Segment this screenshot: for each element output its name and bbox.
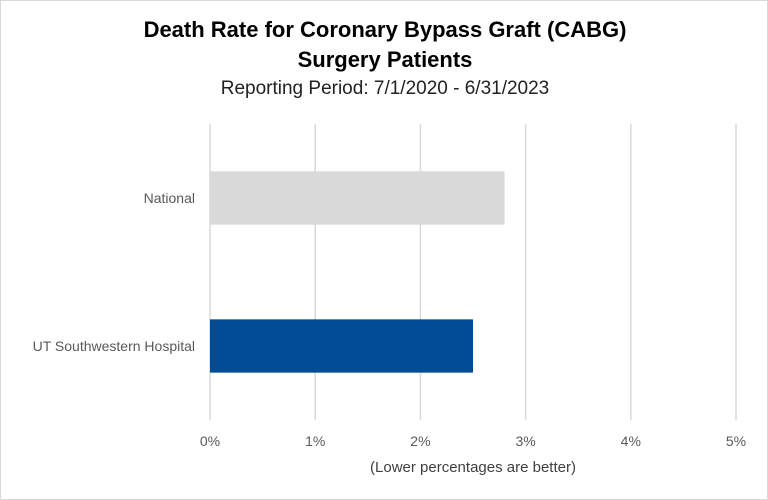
- gridlines: [209, 124, 737, 420]
- x-tick-label: 4%: [621, 433, 641, 449]
- x-tick-label: 0%: [200, 433, 220, 449]
- category-label: National: [144, 190, 195, 206]
- bars: [210, 171, 505, 373]
- x-tick-label: 2%: [410, 433, 430, 449]
- bar-ut-southwestern-hospital: [210, 319, 473, 373]
- x-tick-label: 1%: [305, 433, 325, 449]
- x-tick-labels: 0% 1% 2% 3% 4% 5%: [200, 433, 746, 449]
- x-tick-label: 3%: [515, 433, 535, 449]
- x-tick-label: 5%: [726, 433, 746, 449]
- category-label: UT Southwestern Hospital: [33, 338, 195, 354]
- category-labels: National UT Southwestern Hospital: [33, 190, 195, 354]
- chart-title-line1: Death Rate for Coronary Bypass Graft (CA…: [143, 17, 627, 42]
- chart-title: Death Rate for Coronary Bypass Graft (CA…: [1, 15, 768, 75]
- chart-title-line2: Surgery Patients: [297, 47, 473, 72]
- chart-subtitle: Reporting Period: 7/1/2020 - 6/31/2023: [220, 78, 550, 99]
- x-axis-label: (Lower percentages are better): [370, 459, 576, 476]
- bar-national: [210, 171, 505, 225]
